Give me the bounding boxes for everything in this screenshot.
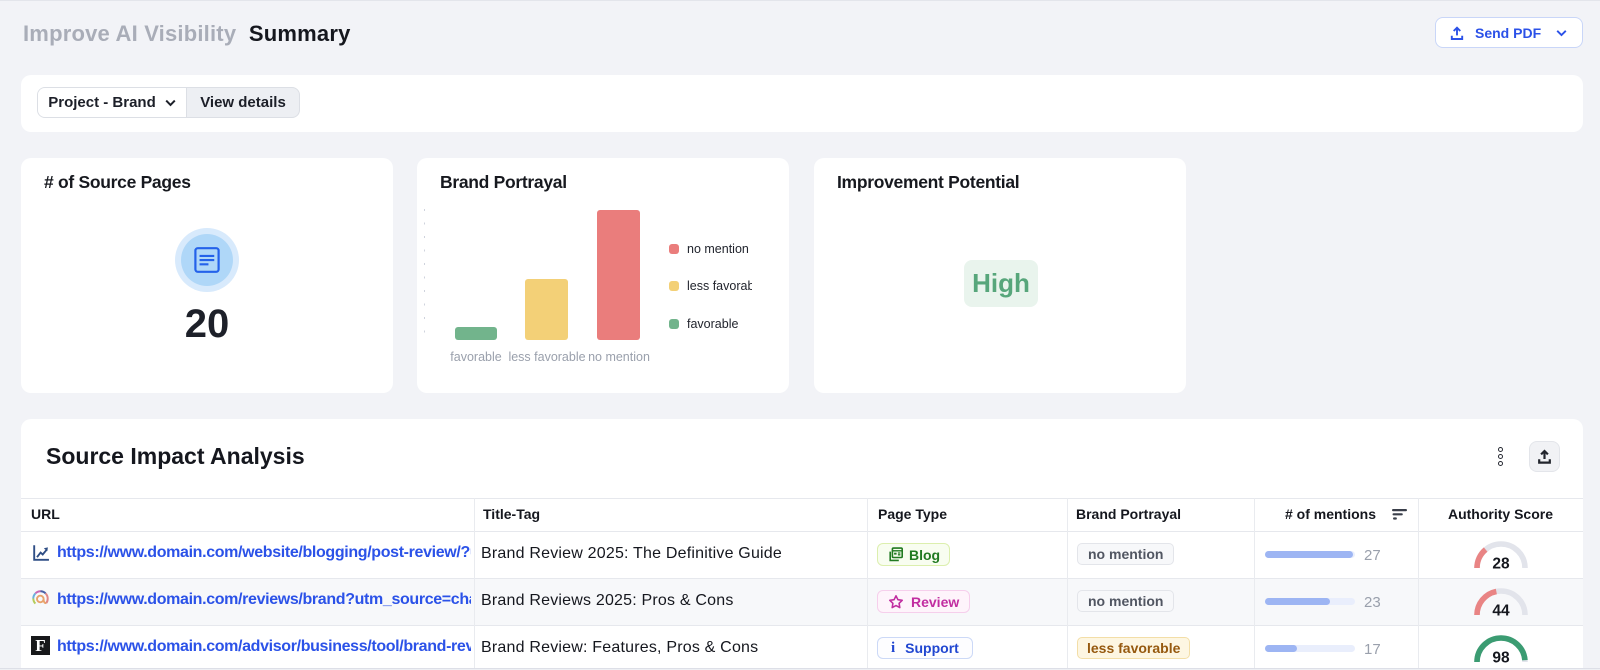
svg-text:98: 98: [1492, 650, 1510, 665]
svg-text:44: 44: [1492, 603, 1510, 618]
svg-text:28: 28: [1492, 556, 1510, 571]
